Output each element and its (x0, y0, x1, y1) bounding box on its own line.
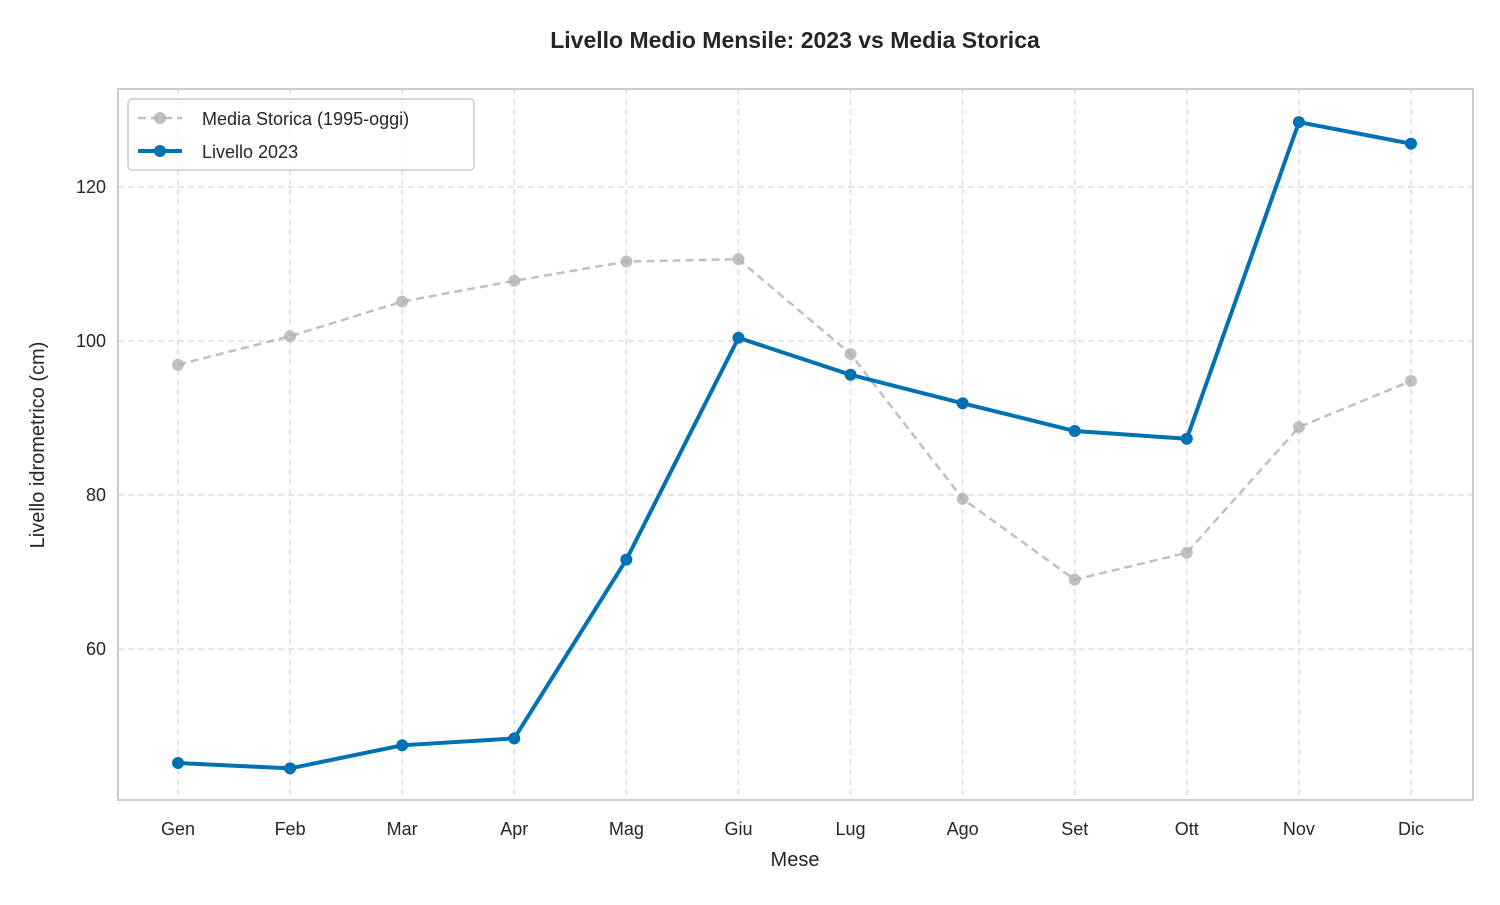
y-tick-label: 120 (76, 177, 106, 197)
x-tick-label: Mar (387, 819, 418, 839)
x-ticks: Gen Feb Mar Apr Mag Giu Lug Ago Set Ott Nov Dic (161, 819, 1424, 839)
series-livello-2023 (172, 116, 1417, 775)
data-point (732, 253, 745, 266)
legend-label-livello-2023: Livello 2023 (202, 142, 298, 162)
x-tick-label: Giu (724, 819, 752, 839)
y-axis-label: Livello idrometrico (cm) (27, 342, 49, 549)
data-point (396, 295, 409, 308)
plot-frame (117, 88, 1474, 801)
legend: Media Storica (1995-oggi) Livello 2023 (127, 98, 475, 171)
x-tick-label: Feb (275, 819, 306, 839)
data-point (1180, 432, 1193, 445)
data-point (1292, 421, 1305, 434)
data-point (1180, 546, 1193, 559)
data-point (1068, 425, 1081, 438)
data-point (956, 397, 969, 410)
data-point (284, 330, 297, 343)
x-tick-label: Lug (836, 819, 866, 839)
data-point (620, 255, 633, 268)
data-point (620, 553, 633, 566)
series-group (172, 116, 1417, 775)
data-point (284, 762, 297, 775)
y-ticks: 60 80 100 120 (76, 177, 106, 659)
data-point (844, 368, 857, 381)
grid (118, 89, 1473, 800)
x-tick-label: Ago (947, 819, 979, 839)
x-tick-label: Ott (1175, 819, 1199, 839)
y-tick-label: 60 (86, 639, 106, 659)
data-point (1405, 137, 1417, 150)
data-point (508, 732, 521, 745)
series-media-storica (172, 253, 1417, 586)
x-tick-label: Mag (609, 819, 644, 839)
y-tick-label: 100 (76, 331, 106, 351)
x-axis-label: Mese (771, 849, 820, 871)
data-point (1068, 573, 1081, 586)
y-tick-label: 80 (86, 485, 106, 505)
chart-title: Livello Medio Mensile: 2023 vs Media Sto… (550, 27, 1040, 53)
series-line (177, 119, 1412, 771)
data-point (732, 331, 745, 344)
data-point (396, 739, 409, 752)
legend-label-media-storica: Media Storica (1995-oggi) (202, 109, 409, 129)
data-point (172, 358, 184, 371)
x-tick-label: Dic (1398, 819, 1424, 839)
legend-marker-media-storica (154, 112, 166, 124)
legend-box (127, 98, 475, 171)
x-tick-label: Set (1061, 819, 1088, 839)
x-tick-label: Nov (1283, 819, 1315, 839)
data-point (956, 492, 969, 505)
x-tick-label: Apr (500, 819, 528, 839)
data-point (172, 757, 184, 770)
x-tick-label: Gen (161, 819, 195, 839)
legend-marker-livello-2023 (154, 145, 166, 157)
data-point (1405, 374, 1417, 387)
data-point (508, 274, 521, 287)
data-point (844, 347, 857, 360)
series-line (177, 257, 1412, 582)
data-point (1292, 116, 1305, 129)
